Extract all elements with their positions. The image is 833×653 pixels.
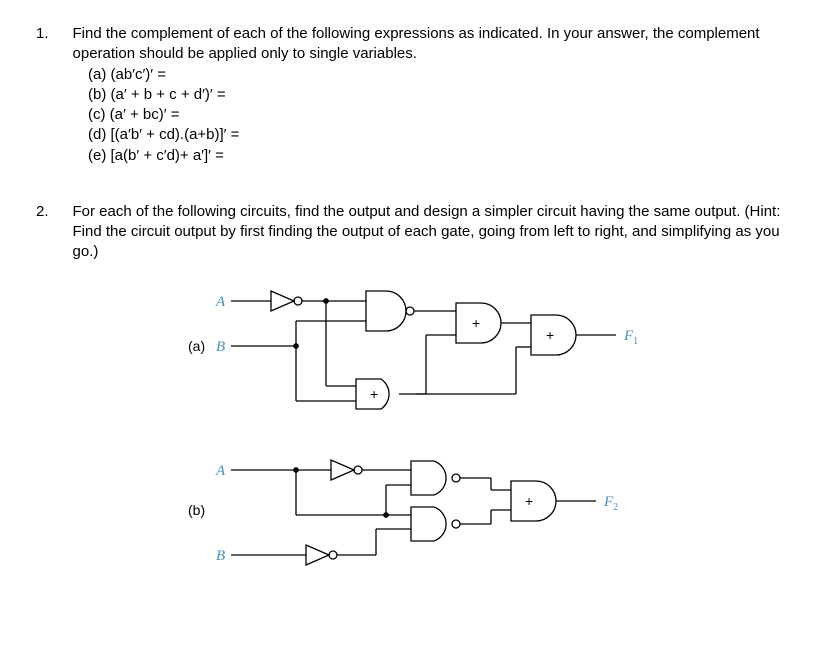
problem-1-prompt: 1. Find the complement of each of the fo… (36, 24, 797, 65)
circuit-a-wrap: A (a) B + + + F1 (176, 281, 797, 435)
item-d: (d) [(a′b′ + cd).(a+b)]′ = (88, 125, 797, 145)
problem-1-items: (a) (ab′c′)′ = (b) (a′ + b + c + d′)′ = … (88, 65, 797, 166)
circuit-a-input-B: B (216, 339, 225, 355)
problem-2-number: 2. (36, 202, 49, 222)
plus-icon: + (472, 315, 480, 331)
circuit-a-output: F1 (623, 328, 638, 347)
circuit-b-label: (b) (188, 502, 205, 518)
circuit-b-input-A: A (215, 463, 226, 479)
item-e: (e) [a(b′ + c′d)+ a′]′ = (88, 146, 797, 166)
circuit-a-label: (a) (188, 338, 205, 354)
problem-1-text: Find the complement of each of the follo… (73, 24, 797, 65)
circuit-b-svg: A (b) B + F2 (176, 445, 656, 575)
plus-icon: + (370, 386, 378, 402)
problem-1-number: 1. (36, 24, 49, 44)
circuit-b-input-B: B (216, 548, 225, 564)
item-a: (a) (ab′c′)′ = (88, 65, 797, 85)
circuit-b-output: F2 (603, 494, 618, 513)
circuit-a-svg: A (a) B + + + F1 (176, 281, 656, 431)
plus-icon: + (546, 327, 554, 343)
circuit-a-input-A: A (215, 294, 226, 310)
problem-2: 2. For each of the following circuits, f… (36, 202, 797, 579)
plus-icon: + (525, 493, 533, 509)
problem-2-prompt: 2. For each of the following circuits, f… (36, 202, 797, 263)
item-c: (c) (a′ + bc)′ = (88, 105, 797, 125)
item-b: (b) (a′ + b + c + d′)′ = (88, 85, 797, 105)
circuit-b-wrap: A (b) B + F2 (176, 445, 797, 579)
problem-1: 1. Find the complement of each of the fo… (36, 24, 797, 166)
problem-2-text: For each of the following circuits, find… (73, 202, 797, 263)
